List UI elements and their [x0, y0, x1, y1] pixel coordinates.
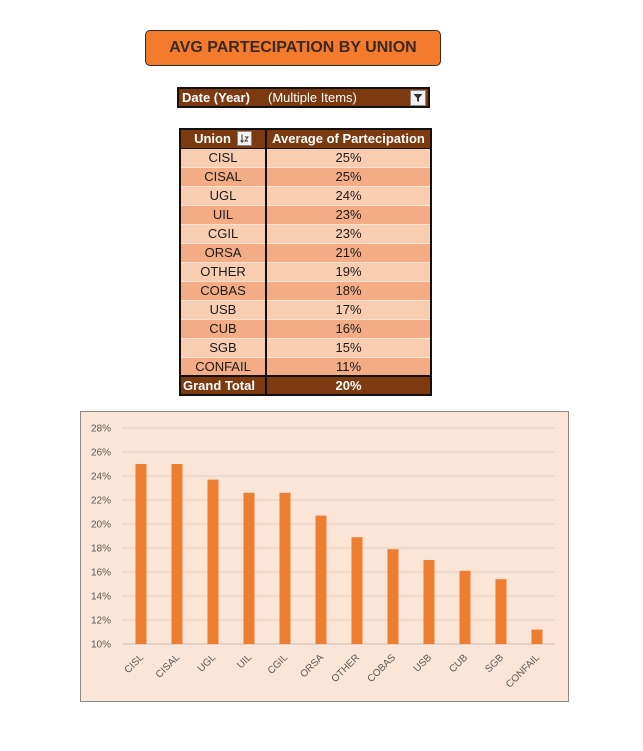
x-tick-label: COBAS: [366, 652, 399, 685]
bar-cgil[interactable]: [279, 492, 291, 644]
x-tick-label: USB: [412, 652, 435, 675]
filter-label: Date (Year): [182, 90, 250, 105]
x-tick-label: OTHER: [330, 652, 363, 685]
average-cell: 23%: [266, 205, 431, 225]
bar-usb[interactable]: [423, 560, 435, 644]
bar-cobas[interactable]: [387, 549, 399, 644]
bar-cisal[interactable]: [171, 464, 183, 644]
bar-uil[interactable]: [243, 492, 255, 644]
y-tick-label: 16%: [91, 568, 111, 579]
x-tick-label: ORSA: [298, 652, 326, 680]
y-tick-label: 24%: [91, 472, 111, 483]
average-cell: 11%: [266, 357, 431, 377]
table-row[interactable]: ORSA 21%: [180, 243, 431, 263]
x-tick-label: CISAL: [154, 652, 183, 681]
bar-other[interactable]: [351, 537, 363, 644]
y-tick-label: 26%: [91, 448, 111, 459]
bar-confail[interactable]: [531, 629, 543, 644]
report-filter[interactable]: Date (Year) (Multiple Items): [177, 87, 430, 108]
union-cell: CGIL: [180, 224, 267, 244]
table-row[interactable]: SGB 15%: [180, 338, 431, 358]
table-row[interactable]: CGIL 23%: [180, 224, 431, 244]
union-cell: SGB: [180, 338, 267, 358]
bar-ugl[interactable]: [207, 479, 219, 644]
bar-cub[interactable]: [459, 570, 471, 644]
average-cell: 21%: [266, 243, 431, 263]
table-row[interactable]: COBAS 18%: [180, 281, 431, 301]
grand-total-row: Grand Total 20%: [180, 375, 431, 395]
x-tick-label: CUB: [447, 652, 470, 675]
bar-orsa[interactable]: [315, 515, 327, 644]
y-tick-label: 12%: [91, 616, 111, 627]
average-cell: 18%: [266, 281, 431, 301]
average-cell: 25%: [266, 167, 431, 187]
average-cell: 23%: [266, 224, 431, 244]
union-cell: CUB: [180, 319, 267, 339]
y-tick-label: 10%: [91, 640, 111, 651]
union-header[interactable]: Union: [180, 129, 267, 149]
union-cell: UIL: [180, 205, 267, 225]
filter-value: (Multiple Items): [268, 90, 357, 105]
sort-icon[interactable]: [236, 131, 252, 147]
average-cell: 24%: [266, 186, 431, 206]
y-tick-label: 28%: [91, 424, 111, 435]
average-header: Average of Partecipation: [266, 129, 431, 149]
y-tick-label: 18%: [91, 544, 111, 555]
table-row[interactable]: CONFAIL 11%: [180, 357, 431, 377]
y-tick-label: 20%: [91, 520, 111, 531]
union-cell: CISAL: [180, 167, 267, 187]
bar-chart[interactable]: 10% 12% 14% 16% 18% 20% 22% 24% 26% 28% CISL CISAL U…: [80, 411, 569, 702]
average-cell: 19%: [266, 262, 431, 282]
x-tick-label: UGL: [196, 652, 219, 675]
x-tick-label: CONFAIL: [504, 652, 542, 690]
union-cell: COBAS: [180, 281, 267, 301]
x-tick-label: CGIL: [266, 652, 291, 677]
grand-total-value: 20%: [266, 375, 431, 395]
union-cell: CISL: [180, 148, 267, 168]
table-row[interactable]: CUB 16%: [180, 319, 431, 339]
table-row[interactable]: UGL 24%: [180, 186, 431, 206]
table-row[interactable]: OTHER 19%: [180, 262, 431, 282]
filter-icon[interactable]: [410, 89, 426, 106]
bar-chart-svg: 10% 12% 14% 16% 18% 20% 22% 24% 26% 28% CISL CISAL U…: [91, 424, 555, 690]
union-cell: OTHER: [180, 262, 267, 282]
union-cell: ORSA: [180, 243, 267, 263]
average-cell: 15%: [266, 338, 431, 358]
union-header-label: Union: [194, 131, 231, 147]
y-tick-label: 22%: [91, 496, 111, 507]
chart-title: AVG PARTECIPATION BY UNION: [145, 30, 441, 66]
x-tick-label: SGB: [483, 652, 506, 675]
y-tick-label: 14%: [91, 592, 111, 603]
x-tick-label: UIL: [235, 652, 254, 671]
table-row[interactable]: CISL 25%: [180, 148, 431, 168]
pivot-table: Union Average of Partecipation CISL 25% CI…: [179, 128, 432, 396]
bar-sgb[interactable]: [495, 579, 507, 644]
union-cell: UGL: [180, 186, 267, 206]
bar-cisl[interactable]: [135, 464, 147, 644]
table-row[interactable]: UIL 23%: [180, 205, 431, 225]
union-cell: CONFAIL: [180, 357, 267, 377]
average-cell: 16%: [266, 319, 431, 339]
average-cell: 17%: [266, 300, 431, 320]
union-cell: USB: [180, 300, 267, 320]
table-row[interactable]: CISAL 25%: [180, 167, 431, 187]
average-cell: 25%: [266, 148, 431, 168]
grand-total-label: Grand Total: [180, 375, 267, 395]
table-row[interactable]: USB 17%: [180, 300, 431, 320]
x-tick-label: CISL: [123, 652, 147, 676]
